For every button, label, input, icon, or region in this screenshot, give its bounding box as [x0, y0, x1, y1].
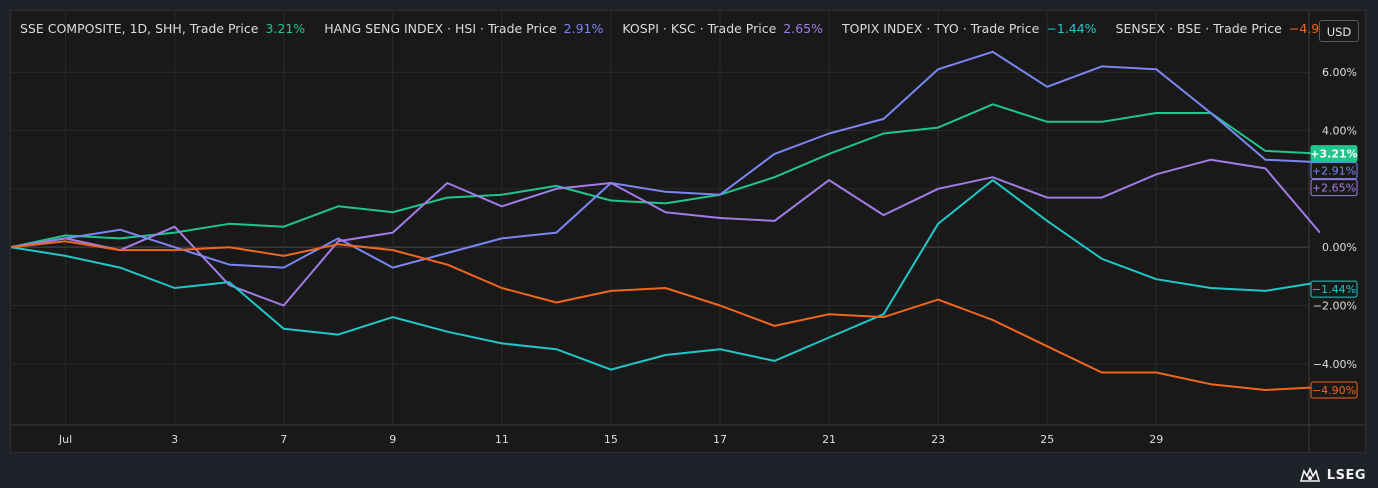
x-tick-label: 23 — [931, 433, 945, 446]
x-tick-label: 25 — [1040, 433, 1054, 446]
legend: SSE COMPOSITE, 1D, SHH, Trade Price 3.21%… — [20, 21, 1339, 39]
currency-button[interactable]: USD — [1319, 20, 1359, 42]
end-value-label: +2.91% — [1312, 165, 1356, 178]
chart-panel[interactable]: 6.00%4.00%2.00%0.00%−2.00%−4.00%Jul37911… — [10, 10, 1366, 453]
brand-logo: LSEG — [1299, 467, 1366, 483]
end-value-label: +2.65% — [1312, 182, 1356, 195]
series-line — [11, 179, 1321, 371]
end-value-badge — [1310, 162, 1358, 180]
legend-series-name: HANG SENG INDEX · HSI · Trade Price — [324, 21, 557, 36]
legend-item[interactable]: SSE COMPOSITE, 1D, SHH, Trade Price 3.21% — [20, 21, 305, 39]
x-tick-label: 7 — [280, 433, 287, 446]
y-tick-label: −2.00% — [1313, 299, 1357, 312]
series-line — [11, 50, 1320, 269]
lseg-emblem-icon — [1299, 467, 1320, 482]
legend-series-change: 2.65% — [783, 21, 824, 36]
legend-series-change: −1.44% — [1046, 21, 1097, 36]
legend-series-name: TOPIX INDEX · TYO · Trade Price — [842, 21, 1040, 36]
legend-item[interactable]: SENSEX · BSE · Trade Price −4.90% — [1116, 21, 1339, 39]
end-value-badge — [1310, 381, 1358, 399]
end-value-badge — [1310, 179, 1358, 197]
x-tick-label: 11 — [495, 433, 509, 446]
x-tick-label: 9 — [389, 433, 396, 446]
x-tick-label: 3 — [171, 433, 178, 446]
legend-item[interactable]: TOPIX INDEX · TYO · Trade Price −1.44% — [842, 21, 1097, 39]
legend-series-name: SENSEX · BSE · Trade Price — [1115, 21, 1282, 36]
x-tick-label: Jul — [58, 433, 72, 446]
x-tick-label: 15 — [604, 433, 618, 446]
end-value-badge — [1310, 280, 1358, 298]
end-value-label: −4.90% — [1312, 384, 1356, 397]
x-tick-label: 29 — [1149, 433, 1163, 446]
y-tick-label: 4.00% — [1322, 125, 1357, 138]
legend-series-name: SSE COMPOSITE, 1D, SHH, Trade Price — [20, 21, 259, 36]
legend-series-change: 3.21% — [265, 21, 306, 36]
legend-series-name: KOSPI · KSC · Trade Price — [622, 21, 777, 36]
end-value-label: +3.21% — [1310, 148, 1357, 161]
y-tick-label: 6.00% — [1322, 66, 1357, 79]
x-tick-label: 21 — [822, 433, 836, 446]
series-line — [11, 103, 1320, 249]
end-value-label: −1.44% — [1312, 283, 1356, 296]
y-tick-label: 0.00% — [1322, 241, 1357, 254]
y-tick-label: −4.00% — [1313, 358, 1357, 371]
series-line — [11, 240, 1320, 391]
series-line — [11, 158, 1321, 307]
end-value-badge — [1310, 145, 1358, 163]
legend-item[interactable]: HANG SENG INDEX · HSI · Trade Price 2.91% — [324, 21, 603, 39]
legend-series-change: 2.91% — [563, 21, 604, 36]
brand-name: LSEG — [1326, 467, 1366, 483]
legend-item[interactable]: KOSPI · KSC · Trade Price 2.65% — [622, 21, 823, 39]
chart-canvas[interactable]: 6.00%4.00%2.00%0.00%−2.00%−4.00%Jul37911… — [11, 11, 1365, 452]
x-tick-label: 17 — [713, 433, 727, 446]
